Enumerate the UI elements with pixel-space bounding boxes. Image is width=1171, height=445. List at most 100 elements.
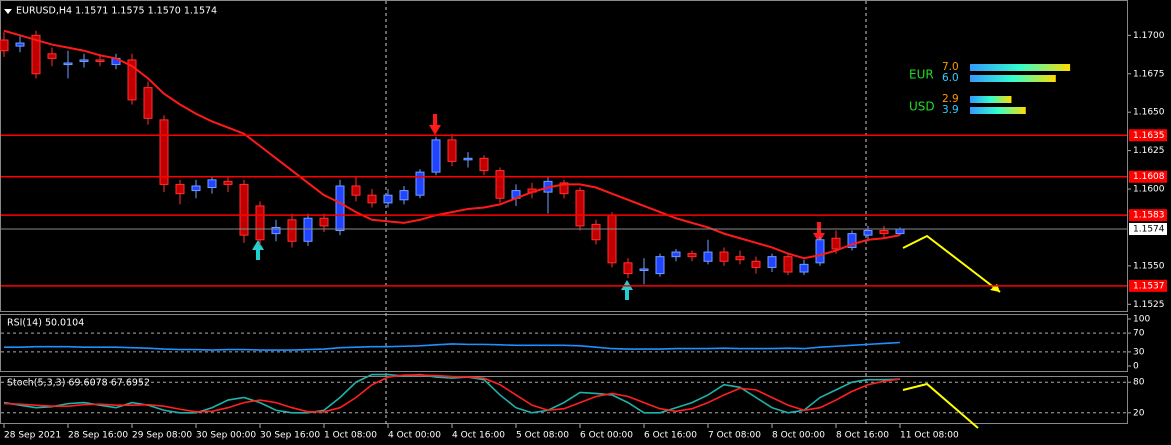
candle-body: [319, 217, 329, 227]
candle-body: [63, 62, 73, 66]
candle-body: [47, 53, 57, 59]
x-tick-label: 11 Oct 08:00: [900, 431, 959, 441]
y-tick-label: 1.1600: [1133, 185, 1165, 195]
currency-name: USD: [909, 100, 935, 114]
strength-value: 2.9: [942, 93, 959, 105]
main-panel-frame: [0, 0, 1128, 312]
candle-body: [863, 230, 873, 236]
x-tick-label: 6 Oct 16:00: [644, 431, 697, 441]
rsi-title: RSI(14) 50.0104: [7, 318, 84, 329]
sell-arrow: [429, 114, 441, 135]
candle-body: [399, 190, 409, 201]
x-tick-label: 28 Sep 2021: [4, 431, 61, 441]
level-label-bg: [1129, 170, 1167, 183]
last-price-label: 1.1574: [1133, 225, 1165, 235]
buy-arrow: [621, 280, 633, 300]
strength-bar: [970, 75, 1056, 82]
last-price-bg: [1129, 223, 1167, 236]
candle-body: [783, 256, 793, 273]
candle-body: [95, 59, 105, 62]
y-tick-label: 0: [1133, 362, 1139, 372]
y-tick-label: 1.1675: [1133, 69, 1165, 79]
level-label: 1.1635: [1133, 131, 1165, 141]
candle-body: [687, 253, 697, 258]
candle-body: [191, 185, 201, 192]
y-tick-label: 70: [1133, 329, 1145, 339]
level-label-bg: [1129, 279, 1167, 292]
candle-body: [639, 268, 649, 272]
candle-body: [303, 217, 313, 242]
level-label: 1.1583: [1133, 211, 1165, 221]
indicator-line: [4, 341, 901, 351]
candle-body: [127, 59, 137, 101]
y-tick-label: 1.1650: [1133, 108, 1165, 118]
candle-body: [335, 185, 345, 232]
strength-value: 6.0: [942, 72, 959, 84]
x-tick-label: 8 Oct 00:00: [772, 431, 825, 441]
x-tick-label: 1 Oct 08:00: [324, 431, 377, 441]
x-tick-label: 4 Oct 00:00: [388, 431, 441, 441]
rsi-panel-frame: [0, 314, 1128, 372]
x-tick-label: 8 Oct 16:00: [836, 431, 889, 441]
candle-body: [0, 39, 9, 52]
candle-body: [15, 42, 25, 47]
x-tick-label: 4 Oct 16:00: [452, 431, 505, 441]
y-tick-label: 1.1625: [1133, 146, 1165, 156]
level-label: 1.1608: [1133, 172, 1165, 182]
x-tick-label: 5 Oct 08:00: [516, 431, 569, 441]
strength-bar: [970, 107, 1026, 114]
x-tick-label: 30 Sep 16:00: [260, 431, 320, 441]
candle-body: [239, 183, 249, 236]
candle-body: [799, 263, 809, 273]
candle-body: [719, 251, 729, 262]
strength-bar: [970, 64, 1071, 71]
stoch-title: Stoch(5,3,3) 69.6078 67.6952: [7, 378, 150, 389]
candle-body: [431, 139, 441, 173]
level-label-bg: [1129, 129, 1167, 142]
y-tick-label: 30: [1133, 347, 1145, 357]
candle-body: [175, 183, 185, 195]
candle-body: [351, 185, 361, 196]
candle-body: [735, 256, 745, 261]
candle-body: [287, 219, 297, 242]
candle-body: [159, 119, 169, 185]
candle-body: [383, 194, 393, 204]
candle-body: [207, 179, 217, 189]
candle-body: [143, 87, 153, 119]
forecast-arrow: [902, 382, 979, 429]
menu-triangle[interactable]: [4, 9, 12, 14]
strength-value: 3.9: [942, 104, 959, 116]
candle-body: [495, 170, 505, 199]
y-tick-label: 80: [1133, 378, 1145, 388]
candle-body: [815, 239, 825, 264]
forecast-arrow: [902, 234, 1001, 293]
candle-body: [415, 171, 425, 196]
candle-body: [879, 230, 889, 235]
y-tick-label: 1.1700: [1133, 31, 1165, 41]
candle-body: [751, 260, 761, 268]
candle-body: [31, 34, 41, 75]
x-tick-label: 6 Oct 00:00: [580, 431, 633, 441]
candle-body: [591, 223, 601, 241]
y-tick-label: 1.1525: [1133, 300, 1165, 310]
currency-name: EUR: [909, 68, 934, 82]
chart-title: EURUSD,H4 1.1571 1.1575 1.1570 1.1574: [16, 6, 217, 17]
x-tick-label: 7 Oct 08:00: [708, 431, 761, 441]
candle-body: [479, 157, 489, 172]
indicator-line: [3, 374, 901, 413]
level-label-bg: [1129, 209, 1167, 222]
candle-body: [767, 256, 777, 268]
buy-arrow: [252, 240, 264, 260]
y-tick-label: 20: [1133, 408, 1145, 418]
candle-body: [655, 256, 665, 275]
candle-body: [895, 228, 905, 235]
moving-average: [3, 29, 901, 260]
candle-body: [447, 139, 457, 162]
candle-body: [831, 237, 841, 250]
indicator-line: [3, 373, 901, 414]
x-tick-label: 29 Sep 08:00: [132, 431, 192, 441]
x-tick-label: 30 Sep 00:00: [196, 431, 256, 441]
candle-body: [271, 226, 281, 235]
